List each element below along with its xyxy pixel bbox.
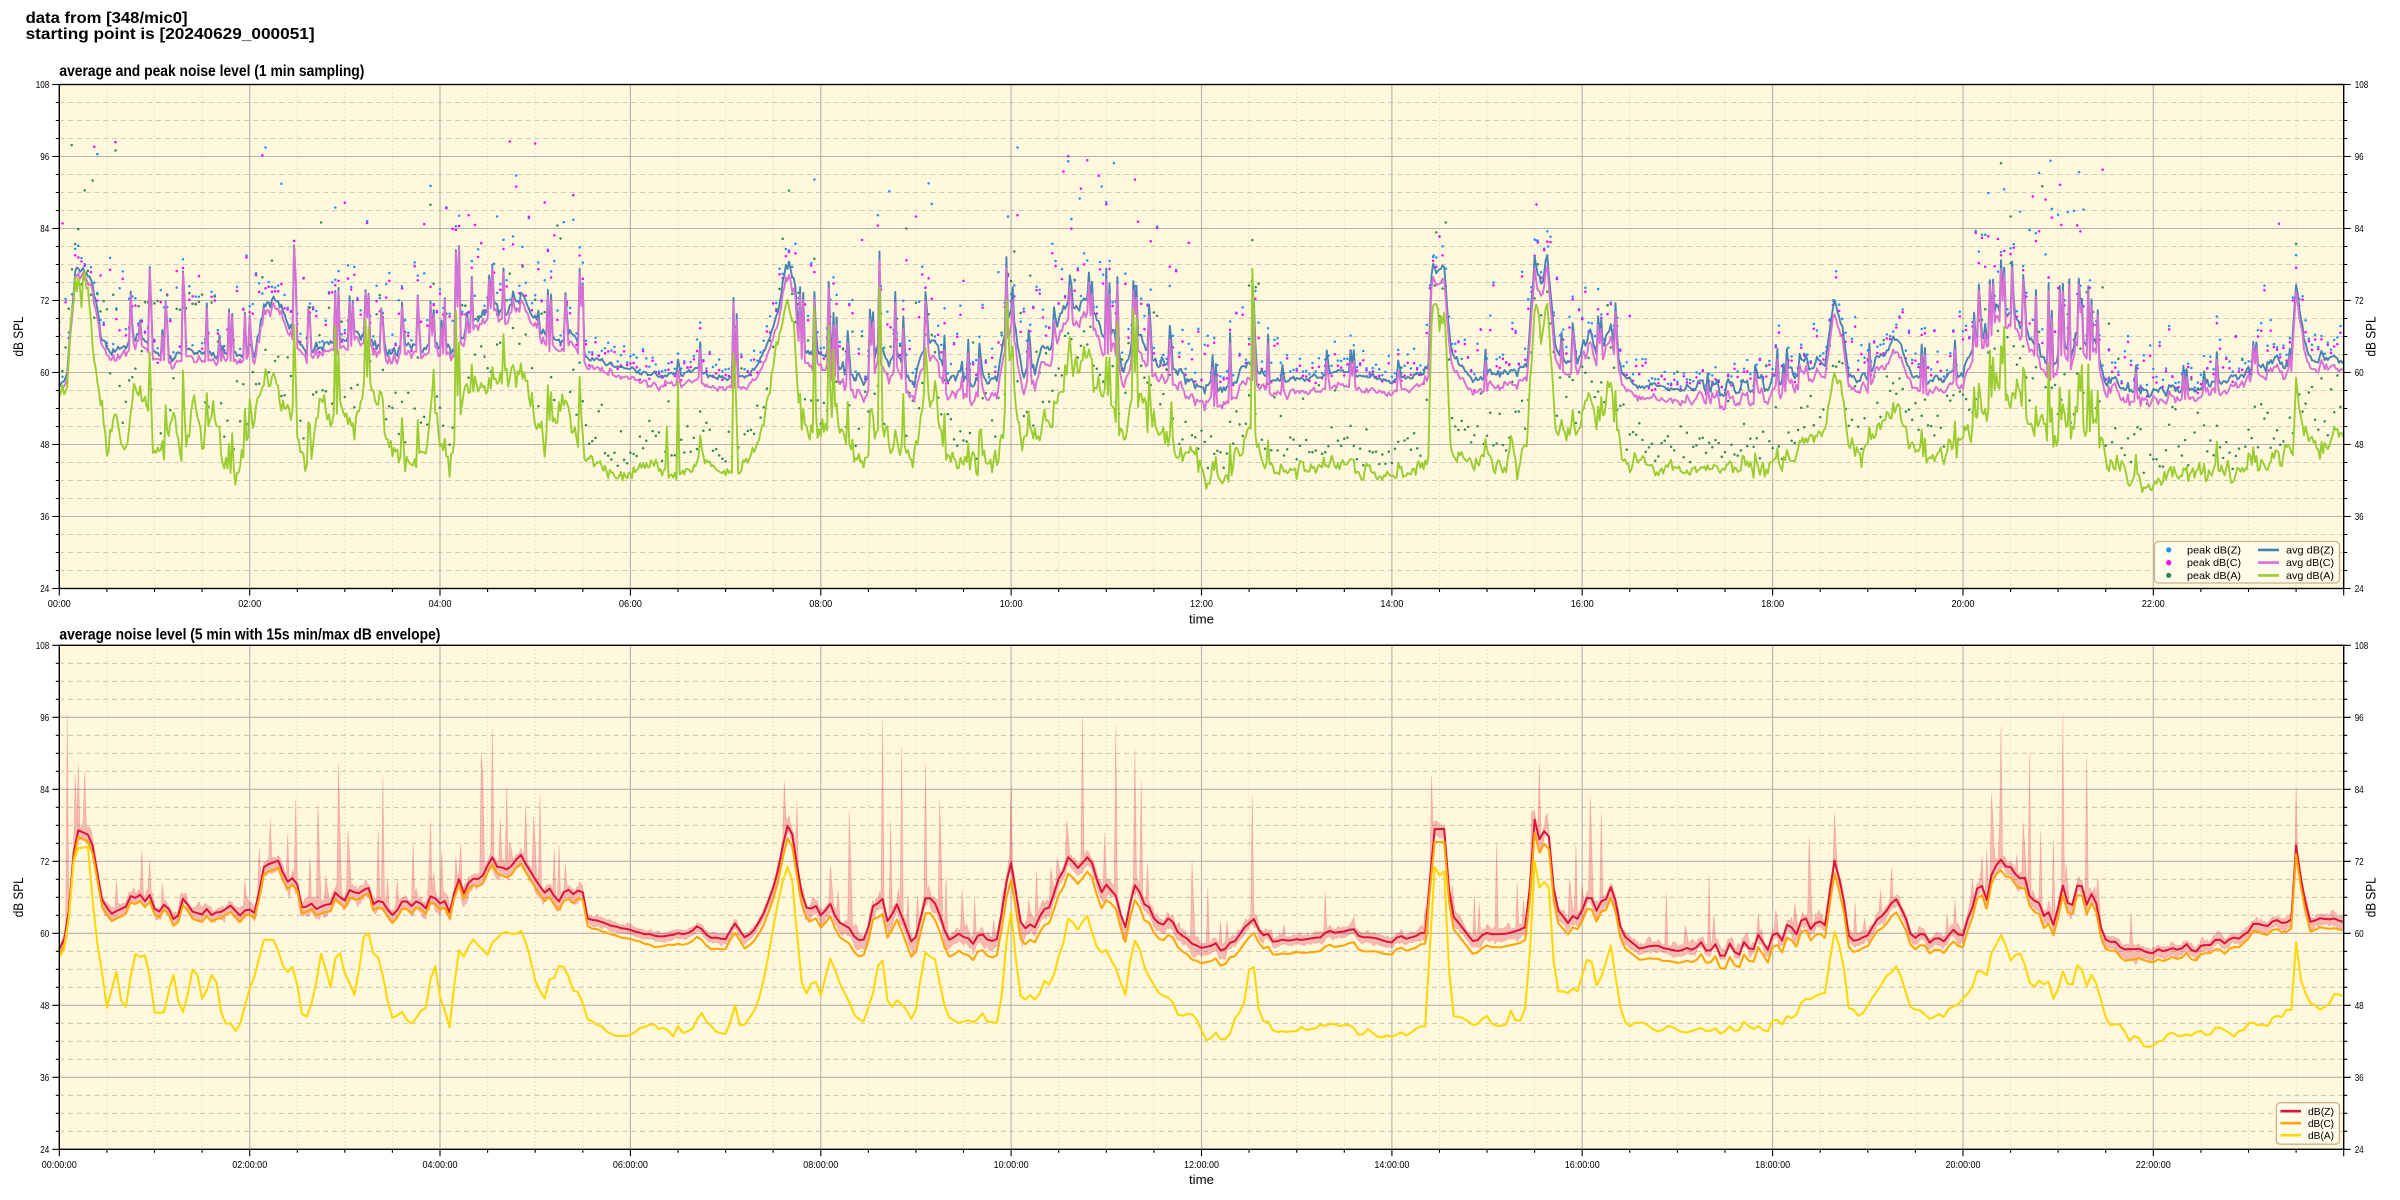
svg-text:18:00:00: 18:00:00 [1755, 1160, 1790, 1171]
svg-text:108: 108 [2355, 80, 2369, 91]
svg-text:108: 108 [2355, 641, 2369, 652]
svg-text:36: 36 [2355, 1073, 2364, 1084]
svg-text:60: 60 [2355, 368, 2364, 379]
svg-text:48: 48 [40, 1001, 49, 1012]
svg-text:avg dB(Z): avg dB(Z) [2286, 546, 2334, 557]
svg-text:average noise level (5 min wit: average noise level (5 min with 15s min/… [59, 626, 440, 643]
svg-text:12:00: 12:00 [1190, 599, 1213, 610]
svg-text:dB SPL: dB SPL [2364, 316, 2379, 356]
svg-text:dB SPL: dB SPL [11, 877, 26, 917]
svg-text:36: 36 [2355, 512, 2364, 523]
svg-text:60: 60 [2355, 929, 2364, 940]
svg-text:24: 24 [40, 1145, 49, 1156]
svg-text:48: 48 [40, 440, 49, 451]
svg-text:16:00: 16:00 [1571, 599, 1594, 610]
svg-text:peak dB(A): peak dB(A) [2187, 571, 2241, 582]
svg-text:84: 84 [2355, 785, 2364, 796]
svg-text:96: 96 [2355, 152, 2364, 163]
svg-text:dB(C): dB(C) [2308, 1119, 2334, 1130]
svg-text:avg dB(C): avg dB(C) [2286, 558, 2334, 569]
svg-text:22:00:00: 22:00:00 [2136, 1160, 2171, 1171]
svg-text:18:00: 18:00 [1761, 599, 1784, 610]
svg-text:48: 48 [2355, 1001, 2364, 1012]
svg-text:00:00: 00:00 [48, 599, 71, 610]
svg-text:02:00: 02:00 [238, 599, 261, 610]
svg-text:48: 48 [2355, 440, 2364, 451]
svg-text:14:00: 14:00 [1380, 599, 1403, 610]
svg-text:60: 60 [40, 368, 49, 379]
svg-text:24: 24 [2355, 584, 2364, 595]
svg-text:10:00: 10:00 [1000, 599, 1023, 610]
svg-text:dB SPL: dB SPL [11, 316, 26, 356]
svg-text:96: 96 [2355, 713, 2364, 724]
svg-text:avg dB(A): avg dB(A) [2286, 571, 2334, 582]
svg-text:00:00:00: 00:00:00 [42, 1160, 77, 1171]
svg-text:dB(A): dB(A) [2308, 1131, 2334, 1142]
svg-text:02:00:00: 02:00:00 [232, 1160, 267, 1171]
svg-text:time: time [1189, 1172, 1214, 1187]
svg-text:08:00:00: 08:00:00 [803, 1160, 838, 1171]
svg-text:72: 72 [40, 857, 49, 868]
svg-text:08:00: 08:00 [809, 599, 832, 610]
svg-text:84: 84 [2355, 224, 2364, 235]
svg-text:20:00: 20:00 [1952, 599, 1975, 610]
svg-text:24: 24 [2355, 1145, 2364, 1156]
svg-text:04:00:00: 04:00:00 [423, 1160, 458, 1171]
svg-text:12:00:00: 12:00:00 [1184, 1160, 1219, 1171]
svg-text:84: 84 [40, 785, 49, 796]
svg-text:96: 96 [40, 152, 49, 163]
svg-text:10:00:00: 10:00:00 [994, 1160, 1029, 1171]
svg-text:36: 36 [40, 1073, 49, 1084]
svg-text:72: 72 [2355, 857, 2364, 868]
svg-text:84: 84 [40, 224, 49, 235]
svg-text:06:00: 06:00 [619, 599, 642, 610]
svg-text:72: 72 [40, 296, 49, 307]
svg-text:36: 36 [40, 512, 49, 523]
svg-text:14:00:00: 14:00:00 [1374, 1160, 1409, 1171]
svg-text:04:00: 04:00 [429, 599, 452, 610]
svg-text:24: 24 [40, 584, 49, 595]
svg-text:06:00:00: 06:00:00 [613, 1160, 648, 1171]
svg-text:22:00: 22:00 [2142, 599, 2165, 610]
svg-text:108: 108 [36, 641, 50, 652]
svg-text:peak dB(C): peak dB(C) [2187, 558, 2241, 569]
svg-text:72: 72 [2355, 296, 2364, 307]
svg-text:60: 60 [40, 929, 49, 940]
svg-text:96: 96 [40, 713, 49, 724]
svg-text:average and peak noise level (: average and peak noise level (1 min samp… [59, 63, 364, 80]
svg-text:data from [348/mic0]: data from [348/mic0] [26, 10, 188, 27]
svg-text:dB(Z): dB(Z) [2308, 1107, 2334, 1118]
svg-text:time: time [1189, 611, 1214, 626]
svg-text:20:00:00: 20:00:00 [1946, 1160, 1981, 1171]
svg-text:starting point is [20240629_00: starting point is [20240629_000051] [26, 26, 315, 43]
svg-text:dB SPL: dB SPL [2364, 877, 2379, 917]
svg-text:peak dB(Z): peak dB(Z) [2187, 546, 2241, 557]
svg-text:108: 108 [36, 80, 50, 91]
svg-text:16:00:00: 16:00:00 [1565, 1160, 1600, 1171]
